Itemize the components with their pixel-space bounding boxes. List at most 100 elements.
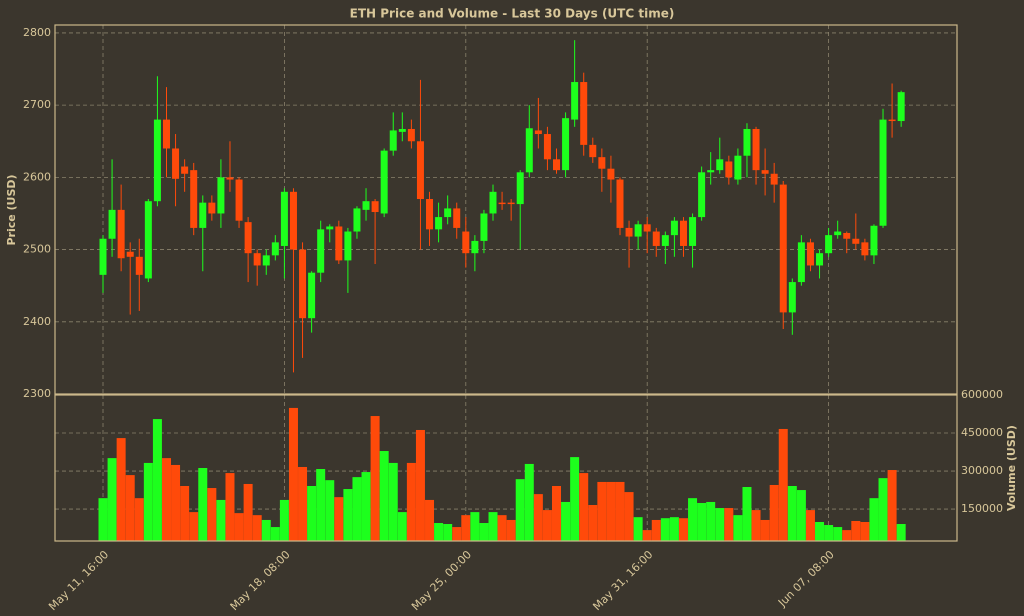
candle-body	[99, 238, 107, 275]
volume-bar	[434, 523, 444, 541]
volume-bar	[307, 485, 317, 541]
volume-bar	[497, 515, 507, 541]
volume-bar	[225, 473, 235, 541]
candle-body	[117, 209, 125, 259]
volume-bar	[715, 508, 725, 541]
candle-body	[126, 251, 134, 257]
x-tick-label: Jun 07, 08:00	[775, 548, 837, 610]
y-tick-label: 2400	[23, 315, 51, 328]
candle-body	[797, 242, 805, 283]
candle-body	[108, 209, 116, 239]
candle-body	[761, 170, 769, 174]
x-tick-label: May 11, 16:00	[46, 548, 111, 613]
volume-bar	[796, 490, 806, 541]
volume-bar	[397, 512, 407, 541]
volume-bar	[470, 512, 480, 541]
candle-body	[598, 157, 606, 169]
candle-body	[779, 184, 787, 313]
volume-bar	[787, 485, 797, 541]
volume-tick-label: 600000	[961, 388, 1003, 401]
volume-bar	[189, 512, 199, 541]
candle-body	[271, 242, 279, 256]
candle-body	[553, 159, 560, 171]
candle-body	[362, 201, 370, 210]
candle-body	[235, 179, 243, 221]
candle-body	[734, 155, 742, 180]
volume-bar	[742, 487, 752, 541]
volume-bar	[896, 524, 906, 541]
candle-body	[462, 231, 470, 254]
candle-body	[172, 148, 180, 179]
candle-body	[426, 199, 434, 230]
candle-body	[616, 179, 624, 228]
volume-bar	[588, 505, 598, 541]
volume-bar	[642, 530, 652, 541]
volume-bar	[633, 517, 643, 541]
candle-body	[226, 177, 234, 180]
volume-bar	[152, 419, 162, 541]
volume-bar	[198, 468, 208, 541]
candle-body	[308, 272, 316, 319]
volume-bar	[261, 519, 271, 541]
candle-body	[788, 282, 796, 313]
candle-body	[897, 92, 905, 122]
volume-bar	[724, 508, 734, 541]
candle-body	[843, 232, 851, 239]
volume-tick-label: 300000	[961, 464, 1003, 477]
volume-bar	[570, 457, 580, 541]
candle-body	[698, 172, 706, 218]
candle-body	[335, 226, 343, 261]
volume-bar	[325, 480, 335, 541]
volume-bar	[180, 485, 190, 541]
volume-bar	[833, 527, 843, 541]
volume-bar	[624, 492, 634, 541]
candle-body	[534, 130, 542, 135]
candle-body	[407, 128, 415, 142]
candle-body	[208, 202, 216, 214]
volume-bar	[760, 519, 770, 541]
candle-body	[643, 224, 651, 232]
candle-body	[770, 173, 778, 185]
y-tick-label: 2500	[23, 243, 51, 256]
volume-bar	[143, 462, 153, 541]
candle-body	[398, 128, 406, 132]
volume-tick-label: 150000	[961, 502, 1003, 515]
volume-bar	[579, 473, 589, 541]
volume-bar	[552, 485, 561, 541]
volume-bar	[860, 521, 870, 541]
candle-body	[153, 119, 161, 202]
candle-body	[498, 202, 506, 205]
volume-bar	[815, 521, 825, 541]
candle-body	[679, 220, 687, 246]
volume-bar	[107, 458, 117, 541]
volume-bar	[361, 472, 371, 541]
volume-bar	[252, 515, 262, 541]
candle-body	[181, 166, 189, 174]
candle-body	[435, 217, 443, 230]
candle-body	[516, 172, 524, 205]
candle-body	[299, 249, 307, 319]
candle-body	[634, 224, 642, 237]
volume-frame	[54, 394, 958, 542]
volume-bar	[443, 524, 453, 541]
candle-body	[144, 201, 152, 279]
volume-bar	[298, 466, 308, 541]
volume-bar	[561, 501, 571, 541]
candle-body	[834, 231, 842, 236]
y-tick-label: 2600	[23, 170, 51, 183]
volume-bar	[270, 527, 280, 541]
candle-body	[661, 235, 669, 246]
candle-body	[380, 150, 388, 214]
volume-bar	[533, 494, 543, 541]
candle-body	[489, 191, 497, 214]
candle-body	[707, 170, 715, 173]
volume-bar	[769, 484, 779, 541]
x-tick-label: May 31, 16:00	[590, 548, 655, 613]
volume-bar	[697, 502, 707, 541]
volume-bar	[134, 498, 144, 541]
y-tick-label: 2700	[23, 98, 51, 111]
volume-bar	[316, 469, 326, 541]
candle-body	[280, 191, 288, 246]
candle-body	[253, 253, 261, 266]
volume-bar	[678, 518, 688, 541]
